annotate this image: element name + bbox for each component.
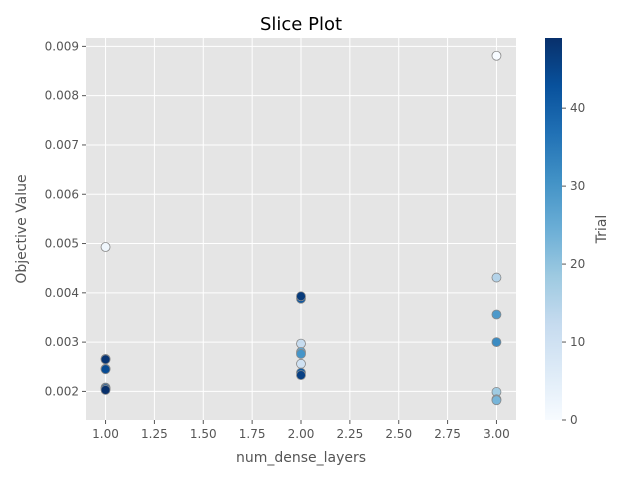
y-tick-label: 0.008	[45, 89, 79, 103]
scatter-point	[491, 309, 502, 320]
y-axis-label: Objective Value	[14, 174, 30, 283]
y-tick-label: 0.002	[45, 384, 79, 398]
y-tick-label: 0.007	[45, 138, 79, 152]
colorbar-tick-label: 20	[570, 257, 585, 271]
scatter-point	[296, 338, 306, 349]
y-tick-label: 0.006	[45, 187, 79, 201]
scatter-point	[296, 370, 306, 381]
scatter-points	[100, 50, 502, 406]
scatter-point	[491, 337, 502, 348]
x-tick-label: 2.50	[385, 427, 412, 441]
x-axis-label: num_dense_layers	[236, 450, 366, 466]
colorbar	[545, 38, 562, 420]
scatter-point	[100, 385, 111, 395]
scatter-point	[100, 354, 111, 365]
x-tick-label: 1.75	[239, 427, 266, 441]
scatter-point	[100, 364, 111, 375]
y-tick-label: 0.004	[45, 286, 79, 300]
x-axis-ticks: 1.00 1.25 1.50 1.75 2.00 2.25 2.50 2.75 3.00	[92, 420, 510, 441]
x-tick-label: 2.75	[434, 427, 461, 441]
x-tick-label: 2.00	[288, 427, 315, 441]
colorbar-label: Trial	[594, 215, 610, 245]
colorbar-tick-label: 10	[570, 335, 585, 349]
scatter-point	[491, 272, 502, 283]
x-tick-label: 1.00	[92, 427, 119, 441]
y-axis-ticks: 0.002 0.003 0.004 0.005 0.006 0.007 0.008 0.009	[45, 39, 86, 398]
chart-title: Slice Plot	[260, 14, 342, 35]
x-tick-label: 3.00	[483, 427, 510, 441]
scatter-point	[296, 358, 306, 369]
y-tick-label: 0.003	[45, 335, 79, 349]
x-tick-label: 2.25	[337, 427, 364, 441]
y-tick-label: 0.005	[45, 237, 79, 251]
scatter-point	[100, 242, 111, 252]
colorbar-tick-label: 0	[570, 413, 578, 427]
y-tick-label: 0.009	[45, 39, 79, 53]
scatter-point	[296, 349, 306, 359]
scatter-point	[491, 50, 502, 61]
scatter-point	[491, 395, 502, 406]
x-tick-label: 1.50	[190, 427, 217, 441]
colorbar-tick-label: 40	[570, 101, 585, 115]
colorbar-ticks: 0 10 20 30 40	[562, 101, 585, 427]
x-tick-label: 1.25	[141, 427, 168, 441]
colorbar-tick-label: 30	[570, 179, 585, 193]
scatter-point	[296, 291, 306, 302]
